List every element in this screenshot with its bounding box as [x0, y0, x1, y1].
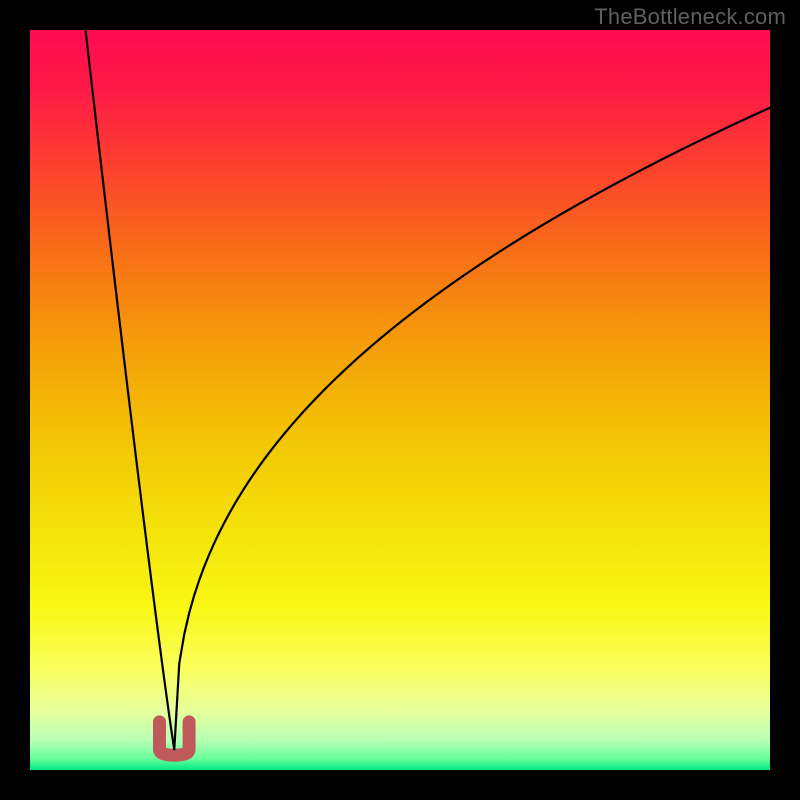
chart-canvas: TheBottleneck.com — [0, 0, 800, 800]
plot-background — [30, 30, 770, 770]
bottleneck-curve-chart — [0, 0, 800, 800]
